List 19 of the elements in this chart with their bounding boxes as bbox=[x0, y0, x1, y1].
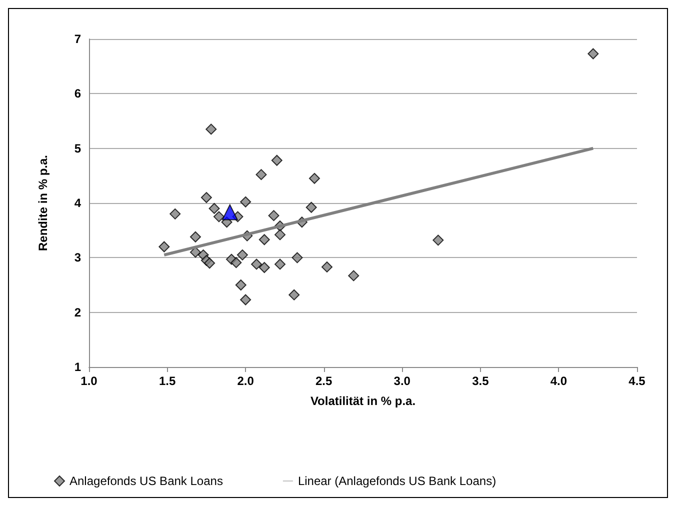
legend-label: Linear (Anlagefonds US Bank Loans) bbox=[298, 474, 496, 488]
x-tick-label: 4.0 bbox=[550, 374, 568, 388]
y-tick-label: 7 bbox=[74, 32, 82, 46]
y-tick-label: 2 bbox=[74, 305, 82, 320]
y-axis-title: Rendite in % p.a. bbox=[36, 154, 50, 252]
x-tick-label: 3.5 bbox=[472, 374, 490, 388]
x-tick-label: 3.0 bbox=[394, 374, 411, 388]
y-tick-label: 4 bbox=[74, 196, 82, 210]
x-tick-label: 2.5 bbox=[316, 374, 333, 388]
x-tick-label: 1.5 bbox=[158, 374, 176, 388]
y-tick-label: 6 bbox=[74, 86, 82, 101]
legend-label: Anlagefonds US Bank Loans bbox=[70, 474, 223, 488]
y-tick-label: 3 bbox=[74, 250, 82, 265]
x-tick-label: 2.0 bbox=[237, 374, 254, 388]
y-tick-label: 1 bbox=[74, 360, 82, 374]
y-tick-label: 5 bbox=[74, 141, 82, 156]
x-axis-title: Volatilität in % p.a. bbox=[310, 394, 416, 408]
x-tick-label: 1.0 bbox=[80, 374, 98, 388]
x-tick-label: 4.5 bbox=[628, 374, 646, 388]
